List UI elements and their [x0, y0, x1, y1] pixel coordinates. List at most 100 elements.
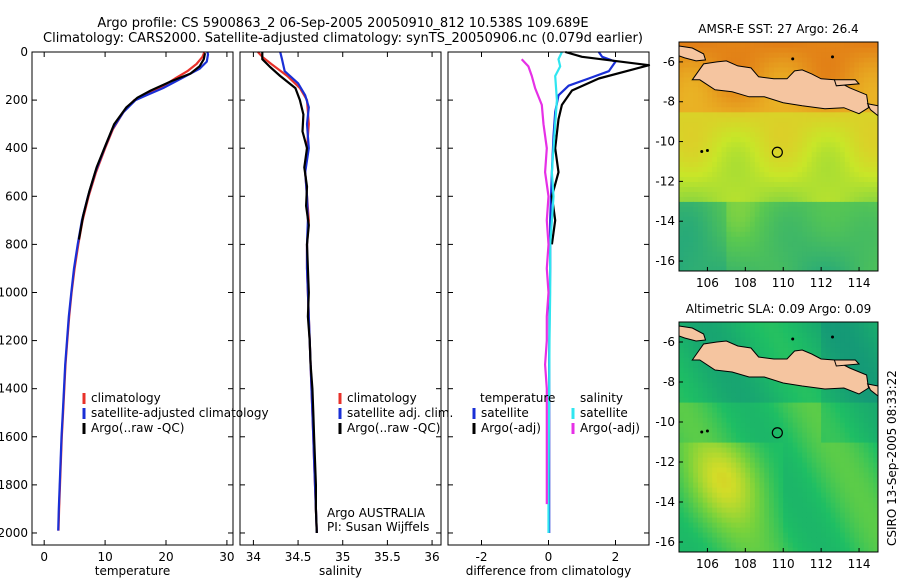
map-title: AMSR-E SST: 27 Argo: 26.4	[698, 22, 858, 36]
y-tick-label: 600	[5, 189, 28, 203]
map-y-tick-label: -14	[655, 214, 675, 228]
map-y-tick-label: -6	[663, 55, 675, 69]
panels-layer: 0 10 20 30020040060080010001200140016001800…	[0, 22, 879, 578]
y-tick-label: 1400	[0, 382, 28, 396]
series-line-argo-adj--1	[550, 50, 651, 245]
x-tick-label: -2	[476, 550, 488, 564]
y-tick-label: 0	[20, 45, 28, 59]
annotation-owner: Argo AUSTRALIA	[327, 506, 426, 520]
x-axis-label: difference from climatology	[466, 564, 632, 578]
land-mass	[679, 325, 707, 342]
land-mass	[833, 79, 861, 87]
island-dot	[700, 150, 704, 154]
legend-label: Argo(..raw -QC)	[347, 421, 440, 435]
y-tick-label: 800	[5, 237, 28, 251]
series-line-satellite-0	[548, 51, 617, 533]
x-tick-label: 0	[40, 550, 48, 564]
land-mass	[679, 45, 707, 62]
x-tick-label: 34	[246, 550, 261, 564]
map-x-tick-label: 114	[848, 557, 871, 571]
x-tick-label: 35	[335, 550, 350, 564]
island-dot	[700, 430, 704, 434]
island-dot	[705, 429, 709, 433]
y-tick-label: 1600	[0, 430, 28, 444]
map-panel-2: 106 108 110 112 114 -6 -8 -10 -12 -14 -16 Altimetri…	[655, 302, 879, 571]
x-tick-label: 10	[97, 550, 112, 564]
y-tick-label: 2000	[0, 526, 28, 540]
map-y-tick-label: -8	[663, 375, 675, 389]
land-mass	[866, 103, 878, 117]
map-field	[679, 322, 878, 552]
legend-heading-salinity: salinity	[580, 391, 623, 405]
legend-label: Argo(-adj)	[481, 421, 541, 435]
island-dot	[831, 55, 835, 59]
legend-panel-3: temperature salinitysatelliteArgo(-adj)sa…	[472, 391, 640, 435]
map-x-tick-label: 112	[810, 557, 833, 571]
legend-label: Argo(..raw -QC)	[91, 421, 184, 435]
map-panel-1: 106 108 110 112 114 -6 -8 -10 -12 -14 -16 AMSR-E SS…	[655, 22, 879, 290]
series-line-satellite-adjusted-climatology-1	[57, 51, 210, 531]
x-tick-label: 20	[158, 550, 173, 564]
map-frame	[678, 41, 879, 272]
land-mass	[833, 359, 861, 367]
map-y-tick-label: -12	[655, 174, 675, 188]
series-line-climatology-0	[57, 51, 206, 531]
series-line-argo-raw-qc--2	[261, 52, 318, 534]
land-mass	[866, 383, 878, 397]
x-axis-label: temperature	[95, 564, 170, 578]
y-tick-label: 1200	[0, 334, 28, 348]
legend-label: satellite-adjusted climatology	[91, 406, 269, 420]
island-dot	[791, 57, 795, 61]
profile-panel-2: 34 34.5 35 35.5 36 salinity	[239, 51, 442, 578]
annotation-pi: PI: Susan Wijffels	[327, 520, 429, 534]
map-x-tick-label: 108	[734, 276, 757, 290]
map-y-tick-label: -12	[655, 455, 675, 469]
map-x-tick-label: 112	[810, 276, 833, 290]
series-line-satellite-adj-clim--1	[279, 51, 318, 534]
side-stamp: CSIRO 13-Sep-2005 08:33:22	[885, 370, 899, 546]
island-dot	[705, 149, 709, 153]
map-x-tick-label: 106	[696, 557, 719, 571]
y-tick-label: 200	[5, 93, 28, 107]
x-tick-label: 2	[612, 550, 620, 564]
legend-label: climatology	[347, 391, 417, 405]
legend-label: satellite adj. clim.	[347, 406, 453, 420]
map-x-tick-label: 110	[772, 276, 795, 290]
map-y-tick-label: -16	[655, 254, 675, 268]
y-tick-label: 400	[5, 141, 28, 155]
x-tick-label: 34.5	[285, 550, 312, 564]
series-line-argo-raw-qc--2	[77, 52, 207, 240]
legend-heading-temperature: temperature	[480, 391, 555, 405]
x-tick-label: 0	[545, 550, 553, 564]
map-x-tick-label: 106	[696, 276, 719, 290]
header-line-1: Argo profile: CS 5900863_2 06-Sep-2005 2…	[97, 16, 588, 31]
map-title: Altimetric SLA: 0.09 Argo: 0.09	[686, 302, 871, 316]
x-tick-label: 30	[219, 550, 234, 564]
series-line-argo-adj--3	[520, 58, 550, 505]
profile-panel-1: 0 10 20 30 0 200 400 600 800 1000 1200 1400 1600 1800…	[0, 45, 235, 578]
map-frame	[678, 321, 879, 553]
map-x-tick-label: 114	[848, 276, 871, 290]
y-tick-label: 1000	[0, 285, 28, 299]
map-y-tick-label: -10	[655, 135, 675, 149]
header-line-2: Climatology: CARS2000. Satellite-adjuste…	[43, 31, 643, 46]
argo-location-marker	[771, 146, 783, 158]
island-dot	[831, 335, 835, 339]
map-y-tick-label: -14	[655, 495, 675, 509]
plot-frame	[239, 51, 442, 546]
map-x-tick-label: 110	[772, 557, 795, 571]
legend-label: Argo(-adj)	[580, 421, 640, 435]
legend-label: climatology	[91, 391, 161, 405]
island-dot	[791, 337, 795, 341]
map-y-tick-label: -6	[663, 335, 675, 349]
legend-label: satellite	[580, 406, 628, 420]
map-y-tick-label: -10	[655, 415, 675, 429]
map-y-tick-label: -16	[655, 535, 675, 549]
map-y-tick-label: -8	[663, 95, 675, 109]
x-tick-label: 36	[424, 550, 439, 564]
